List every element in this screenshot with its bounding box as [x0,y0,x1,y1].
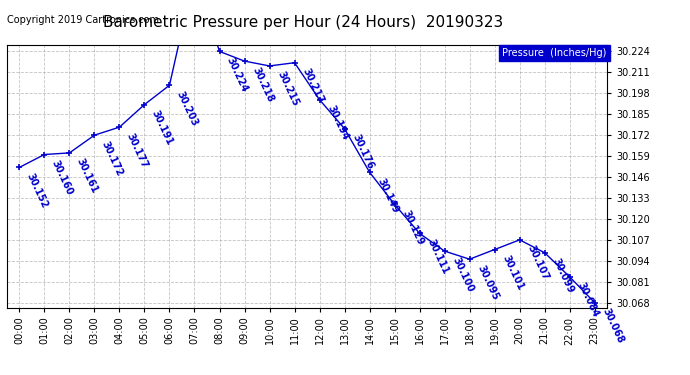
Text: 30.100: 30.100 [450,255,475,294]
Text: 30.218: 30.218 [250,65,275,104]
Text: Pressure  (Inches/Hg): Pressure (Inches/Hg) [502,48,607,58]
Text: 30.272: 30.272 [0,374,1,375]
Text: 30.172: 30.172 [100,140,125,178]
Text: 30.191: 30.191 [150,109,175,147]
Text: 30.161: 30.161 [75,157,100,195]
Text: 30.160: 30.160 [50,159,75,197]
Text: 30.111: 30.111 [425,238,450,276]
Text: 30.177: 30.177 [125,131,150,170]
Text: 30.068: 30.068 [600,307,625,345]
Text: 30.101: 30.101 [500,254,525,292]
Text: Barometric Pressure per Hour (24 Hours)  20190323: Barometric Pressure per Hour (24 Hours) … [104,15,504,30]
Text: 30.224: 30.224 [225,56,250,94]
Text: 30.203: 30.203 [175,89,200,128]
Text: 30.152: 30.152 [25,171,50,210]
Text: 30.215: 30.215 [275,70,300,108]
Text: 30.095: 30.095 [475,263,500,302]
Text: 30.129: 30.129 [400,209,425,247]
Text: 30.217: 30.217 [300,67,325,105]
Text: Copyright 2019 Cartronics.com: Copyright 2019 Cartronics.com [7,15,159,25]
Text: 30.099: 30.099 [550,257,575,295]
Text: 30.194: 30.194 [325,104,350,142]
Text: 30.176: 30.176 [350,133,375,171]
Text: 30.149: 30.149 [375,176,400,214]
Text: 30.084: 30.084 [575,281,600,320]
Text: 30.107: 30.107 [525,244,550,282]
